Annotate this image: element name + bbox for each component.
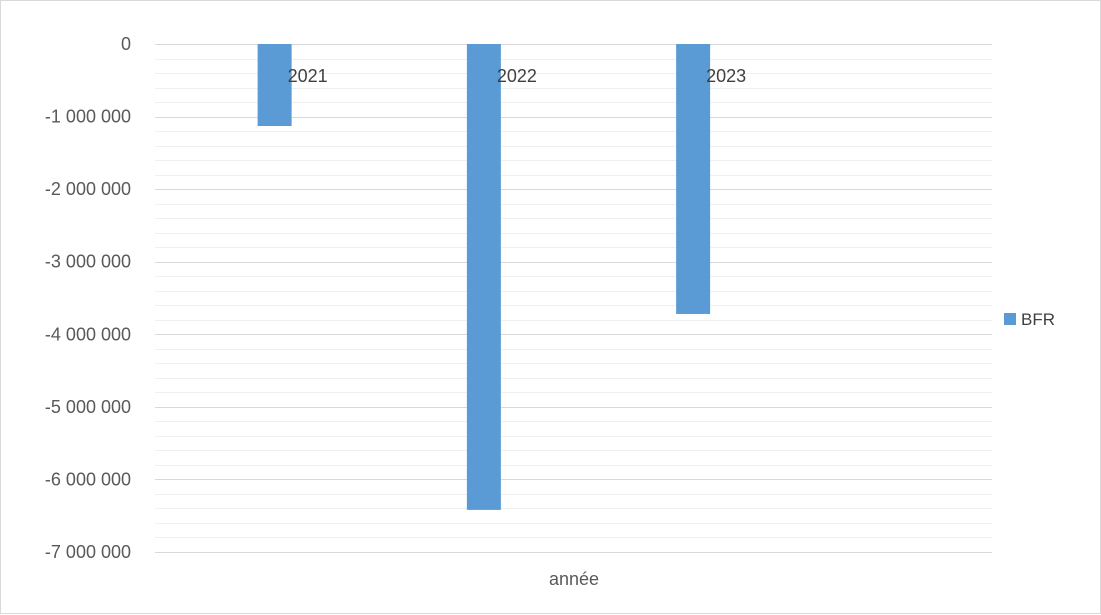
y-tick-label: -7 000 000 xyxy=(45,542,131,562)
legend-swatch-bfr xyxy=(1004,313,1016,325)
x-axis-title: année xyxy=(549,569,599,589)
y-tick-label: -2 000 000 xyxy=(45,179,131,199)
legend: BFR xyxy=(1004,310,1055,329)
y-tick-label: -3 000 000 xyxy=(45,252,131,272)
category-label-2021: 2021 xyxy=(288,66,328,86)
y-tick-label: -6 000 000 xyxy=(45,469,131,489)
y-axis-tick-labels: 0 -1 000 000 -2 000 000 -3 000 000 -4 000 00… xyxy=(45,34,131,562)
bar-2023 xyxy=(676,44,711,314)
bars xyxy=(257,44,711,510)
bar-2022 xyxy=(466,44,501,510)
category-label-2023: 2023 xyxy=(706,66,746,86)
y-tick-label: -4 000 000 xyxy=(45,324,131,344)
legend-label-bfr: BFR xyxy=(1021,310,1055,329)
category-labels: 2021 2022 2023 xyxy=(288,66,747,86)
bar-2021 xyxy=(257,44,292,127)
y-tick-label: -1 000 000 xyxy=(45,107,131,127)
grid-lines xyxy=(155,44,992,553)
category-label-2022: 2022 xyxy=(497,66,537,86)
y-tick-label: -5 000 000 xyxy=(45,397,131,417)
y-tick-label: 0 xyxy=(121,34,131,54)
